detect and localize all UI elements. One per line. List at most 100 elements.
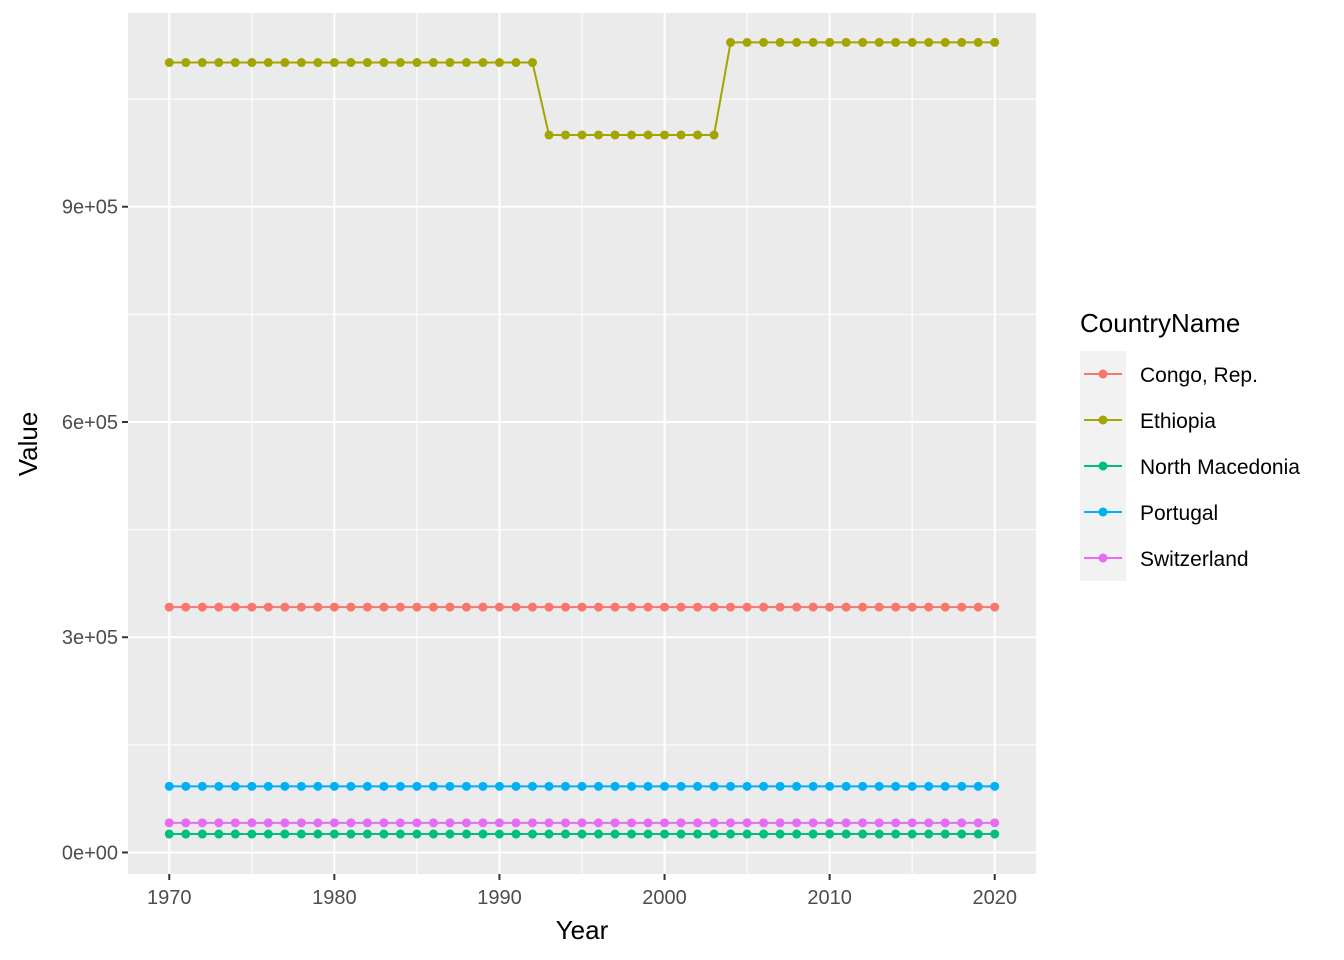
- data-point: [940, 829, 950, 839]
- data-point: [230, 602, 240, 612]
- data-point: [594, 781, 604, 791]
- data-point: [775, 781, 785, 791]
- data-point: [709, 602, 719, 612]
- data-point: [577, 818, 587, 828]
- data-point: [594, 602, 604, 612]
- data-point: [709, 130, 719, 140]
- data-point: [478, 829, 488, 839]
- data-point: [230, 818, 240, 828]
- data-point: [610, 818, 620, 828]
- legend-item: Portugal: [1084, 502, 1218, 525]
- legend-item: Congo, Rep.: [1084, 364, 1258, 387]
- data-point: [362, 602, 372, 612]
- data-point: [313, 829, 323, 839]
- data-point: [660, 130, 670, 140]
- x-tick-label: 1980: [312, 887, 357, 909]
- data-point: [990, 602, 1000, 612]
- data-point: [891, 829, 901, 839]
- data-point: [907, 602, 917, 612]
- data-point: [494, 602, 504, 612]
- data-point: [214, 829, 224, 839]
- data-point: [759, 781, 769, 791]
- data-point: [726, 818, 736, 828]
- data-point: [891, 602, 901, 612]
- data-point: [346, 818, 356, 828]
- data-point: [660, 781, 670, 791]
- data-point: [280, 829, 290, 839]
- data-point: [841, 37, 851, 47]
- legend-item: Ethiopia: [1084, 410, 1216, 433]
- data-point: [263, 602, 273, 612]
- data-point: [247, 818, 257, 828]
- data-point: [544, 818, 554, 828]
- y-axis-title: Value: [13, 412, 43, 477]
- data-point: [808, 781, 818, 791]
- data-point: [973, 818, 983, 828]
- data-point: [676, 781, 686, 791]
- data-point: [395, 781, 405, 791]
- data-point: [263, 829, 273, 839]
- data-point: [428, 58, 438, 68]
- data-point: [164, 602, 174, 612]
- data-point: [280, 781, 290, 791]
- data-point: [511, 58, 521, 68]
- data-point: [412, 829, 422, 839]
- data-point: [610, 602, 620, 612]
- data-point: [775, 829, 785, 839]
- data-point: [610, 829, 620, 839]
- data-point: [164, 818, 174, 828]
- data-point: [362, 781, 372, 791]
- legend-key-point: [1098, 369, 1108, 379]
- data-point: [379, 781, 389, 791]
- x-tick-label: 1970: [147, 887, 192, 909]
- series-congo-rep: [164, 602, 1000, 612]
- data-point: [907, 829, 917, 839]
- data-point: [494, 829, 504, 839]
- data-point: [957, 602, 967, 612]
- data-point: [891, 781, 901, 791]
- data-point: [643, 781, 653, 791]
- data-point: [511, 818, 521, 828]
- data-point: [990, 829, 1000, 839]
- data-point: [858, 818, 868, 828]
- data-point: [428, 602, 438, 612]
- data-point: [610, 130, 620, 140]
- data-point: [940, 818, 950, 828]
- data-point: [164, 58, 174, 68]
- data-point: [445, 818, 455, 828]
- data-point: [214, 58, 224, 68]
- data-point: [478, 58, 488, 68]
- data-point: [164, 829, 174, 839]
- data-point: [197, 818, 207, 828]
- data-point: [197, 602, 207, 612]
- data-point: [858, 602, 868, 612]
- grid-major: [128, 13, 1036, 874]
- data-point: [825, 602, 835, 612]
- data-point: [759, 37, 769, 47]
- data-point: [693, 818, 703, 828]
- y-tick-label: 3e+05: [62, 627, 118, 649]
- data-point: [379, 818, 389, 828]
- data-point: [660, 602, 670, 612]
- data-point: [412, 818, 422, 828]
- data-point: [676, 818, 686, 828]
- data-point: [181, 781, 191, 791]
- data-point: [759, 829, 769, 839]
- data-point: [726, 37, 736, 47]
- data-point: [544, 829, 554, 839]
- data-point: [280, 818, 290, 828]
- data-point: [412, 781, 422, 791]
- data-point: [346, 781, 356, 791]
- y-tick-label: 6e+05: [62, 412, 118, 434]
- legend-key-point: [1098, 461, 1108, 471]
- data-point: [280, 58, 290, 68]
- legend-title: CountryName: [1080, 308, 1240, 338]
- data-point: [726, 781, 736, 791]
- series-ethiopia: [164, 37, 1000, 140]
- data-point: [362, 818, 372, 828]
- series-layer: [164, 37, 1000, 839]
- grid-minor: [128, 13, 1036, 874]
- data-point: [742, 829, 752, 839]
- data-point: [478, 818, 488, 828]
- data-point: [742, 818, 752, 828]
